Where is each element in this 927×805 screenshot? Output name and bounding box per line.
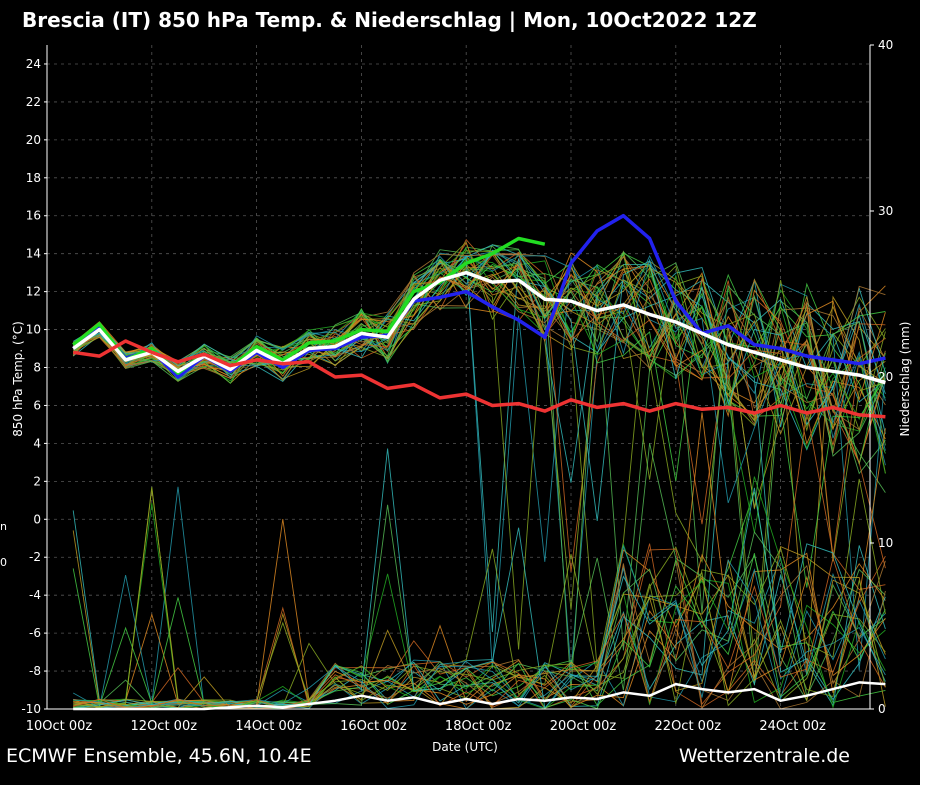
x-tick-label: 16Oct 00z [340,719,407,734]
x-tick-label: 18Oct 00z [445,719,512,734]
y2-tick-label: 10 [878,536,893,550]
ensemble-member-line [73,253,886,559]
site-credit-text: Wetterzentrale.de [678,745,850,767]
ensemble-member-line [72,262,886,614]
y2-tick-label: 30 [878,204,893,218]
chart-panel: -10 -8 -6 -4 -2 0 2 4 6 8 10 12 14 16 18 20 22 24 0 10 20 30 4… [0,0,920,785]
x-tick-label: 20Oct 00z [550,719,617,734]
y-tick-label: -10 [21,702,41,716]
y-tick-label: 12 [26,285,41,299]
ensemble-member-line [72,259,886,446]
series-line-ensemble-mean-temperature [72,270,886,385]
y-tick-label: 4 [33,436,41,450]
y-tick-label: -6 [29,626,41,640]
ensemble-precip-line [73,478,886,709]
y2-tick-label: 20 [878,370,893,384]
y-tick-label: 0 [33,512,41,526]
y-tick-label: 10 [26,323,41,337]
y-tick-label: 8 [33,361,41,375]
ensemble-member-line [73,252,886,588]
ensemble-precip-line [73,412,886,709]
ensemble-precip-line [73,448,886,710]
y-tick-label: -2 [29,550,41,564]
y-tick-label: -8 [29,664,41,678]
ensemble-member-line [72,258,886,464]
y2-axis-label: Niederschlag (mm) [898,322,912,437]
y-tick-label: 24 [26,57,41,71]
ensemble-precip-line [73,356,886,710]
y-tick-label: 22 [26,95,41,109]
ensemble-precip-line [73,545,886,710]
y-tick-label: 14 [26,247,41,261]
chart-title: Brescia (IT) 850 hPa Temp. & Niederschla… [22,8,757,32]
ensemble-precip-line [72,488,886,710]
ensemble-precip-line [73,543,886,709]
y2-tick-label: 0 [878,702,886,716]
y-tick-label: 16 [26,209,41,223]
y-tick-label: 18 [26,171,41,185]
y-tick-label: 6 [33,398,41,412]
x-tick-label: 10Oct 00z [26,719,93,734]
y-tick-label: -4 [29,588,41,602]
x-tick-label: 14Oct 00z [235,719,302,734]
y-axis-label: 850 hPa Temp. (°C) [11,321,25,437]
model-info-text: ECMWF Ensemble, 45.6N, 10.4E [6,745,312,767]
x-tick-label: 22Oct 00z [655,719,722,734]
ensemble-member-line [73,248,886,421]
series-line-control-temperature [72,236,546,375]
ensemble-member-line [72,253,886,403]
x-axis-label: Date (UTC) [432,740,498,754]
x-tick-label: 12Oct 00z [131,719,198,734]
x-tick-label: 24Oct 00z [759,719,826,734]
series-line-climatology-temperature [72,339,886,419]
y-tick-label: 2 [33,474,41,488]
clipped-label-fragment: 0 [0,556,7,569]
y2-tick-label: 40 [878,38,893,52]
clipped-label-fragment: n [0,520,7,533]
ensemble-precip-line [73,486,886,709]
chart-svg: -10-8-6-4-202468101214161820222401020304… [11,38,912,754]
y-tick-label: 20 [26,133,41,147]
ensemble-precip-line [73,556,886,710]
